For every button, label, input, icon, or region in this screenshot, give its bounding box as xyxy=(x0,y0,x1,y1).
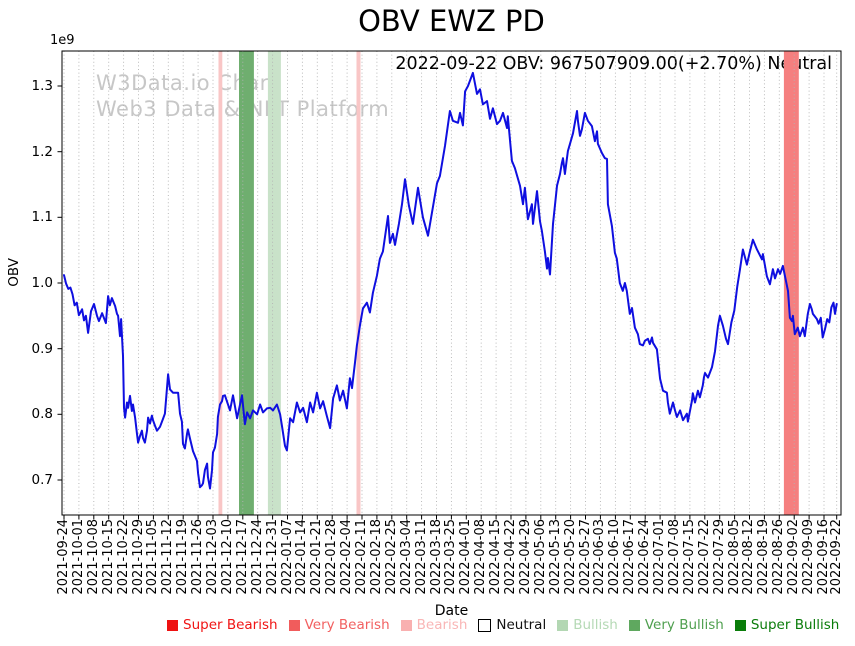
x-tick-label: 2022-05-27 xyxy=(577,519,593,595)
x-tick-label: 2022-07-01 xyxy=(652,519,668,595)
x-tick-label: 2021-12-31 xyxy=(264,519,280,595)
y-tick-label: 0.8 xyxy=(31,406,53,423)
obv-line xyxy=(63,71,838,490)
legend-item-bullish: Bullish xyxy=(557,618,618,633)
chart-title: OBV EWZ PD xyxy=(358,4,545,38)
x-tick-label: 2022-07-22 xyxy=(696,519,712,595)
x-tick-label: 2021-12-24 xyxy=(249,519,265,595)
x-tick-label: 2022-01-28 xyxy=(324,519,340,595)
x-tick-label: 2021-10-08 xyxy=(85,519,101,595)
legend-label: Very Bearish xyxy=(304,617,390,633)
x-tick-label: 2021-12-10 xyxy=(219,519,235,595)
legend-label: Neutral xyxy=(496,617,547,633)
x-tick-label: 2022-08-26 xyxy=(771,519,787,595)
signal-band-bearish xyxy=(356,51,361,515)
legend-item-super-bearish: Super Bearish xyxy=(167,618,278,633)
y-tick-label: 0.9 xyxy=(31,340,53,357)
x-tick-label: 2022-05-13 xyxy=(547,519,563,595)
x-tick-label: 2021-10-01 xyxy=(70,519,86,595)
x-tick-label: 2021-10-29 xyxy=(130,519,146,595)
legend-label: Bearish xyxy=(416,617,468,633)
x-tick-label: 2022-09-02 xyxy=(786,519,802,595)
x-axis-label: Date xyxy=(434,603,469,619)
x-tick-label: 2022-03-11 xyxy=(413,519,429,595)
legend-swatch-icon xyxy=(400,620,412,631)
signal-band-bearish xyxy=(218,51,223,515)
legend-item-neutral: Neutral xyxy=(478,618,546,633)
legend: Super Bearish Very Bearish Bearish Neutral B… xyxy=(167,618,839,633)
x-tick-label: 2022-05-06 xyxy=(532,519,548,595)
legend-item-super-bullish: Super Bullish xyxy=(734,617,840,633)
x-tick-label: 2022-06-03 xyxy=(592,519,608,595)
legend-label: Super Bearish xyxy=(183,617,278,633)
legend-item-very-bearish: Very Bearish xyxy=(288,617,390,633)
x-tick-label: 2022-06-24 xyxy=(637,519,653,595)
legend-swatch-icon xyxy=(628,620,640,631)
y-axis-offset-label: 1e9 xyxy=(50,33,75,48)
x-tick-label: 2021-12-17 xyxy=(234,519,250,595)
x-tick-label: 2022-04-22 xyxy=(503,519,519,595)
legend-swatch-icon xyxy=(167,620,178,631)
x-tick-label: 2021-12-03 xyxy=(205,519,220,595)
x-tick-label: 2021-10-15 xyxy=(100,519,116,595)
x-tick-label: 2022-02-18 xyxy=(368,519,384,595)
x-tick-label: 2021-11-05 xyxy=(145,519,161,595)
legend-swatch-icon xyxy=(288,620,300,631)
x-tick-label: 2022-07-08 xyxy=(666,519,682,595)
x-tick-label: 2022-09-22 xyxy=(828,519,844,595)
y-tick-label: 1.2 xyxy=(31,143,53,160)
x-tick-label: 2021-11-26 xyxy=(190,519,206,595)
x-tick-label: 2022-07-29 xyxy=(711,519,727,595)
x-tick-label: 2022-02-25 xyxy=(383,519,399,595)
x-tick-label: 2021-11-19 xyxy=(175,519,191,595)
legend-swatch-icon xyxy=(557,620,569,631)
signal-band-bullish xyxy=(267,51,281,515)
y-tick-label: 0.7 xyxy=(31,471,53,488)
x-tick-label: 2022-06-10 xyxy=(607,519,623,595)
legend-item-very-bullish: Very Bullish xyxy=(628,617,724,633)
y-tick-label: 1.1 xyxy=(31,209,53,226)
y-tick-label: 1.0 xyxy=(31,275,53,291)
legend-label: Super Bullish xyxy=(750,617,840,633)
x-tick-label: 2022-04-15 xyxy=(488,519,504,595)
x-tick-label: 2022-04-01 xyxy=(458,519,474,595)
legend-swatch-icon xyxy=(734,620,746,631)
x-tick-label: 2022-08-19 xyxy=(756,519,772,595)
x-tick-label: 2021-10-22 xyxy=(115,519,131,595)
x-tick-label: 2022-08-12 xyxy=(741,519,757,595)
legend-label: Bullish xyxy=(573,617,618,633)
x-tick-label: 2022-01-07 xyxy=(279,519,295,595)
x-tick-label: 2022-01-14 xyxy=(294,519,310,595)
x-tick-label: 2021-11-12 xyxy=(160,519,176,595)
x-tick-label: 2022-07-15 xyxy=(681,519,697,595)
x-tick-label: 2022-06-17 xyxy=(622,519,638,595)
x-tick-label: 2022-03-25 xyxy=(443,519,459,595)
x-tick-label: 2022-05-20 xyxy=(562,519,578,595)
plot-border xyxy=(61,50,842,516)
signal-band-very-bearish xyxy=(783,51,799,515)
x-tick-label: 2022-04-08 xyxy=(473,519,489,595)
x-tick-label: 2021-09-24 xyxy=(56,519,71,595)
x-tick-label: 2022-08-05 xyxy=(726,519,742,595)
x-tick-label: 2022-02-04 xyxy=(339,519,355,595)
legend-swatch-icon xyxy=(478,619,492,632)
signal-band-very-bullish xyxy=(239,51,254,515)
x-tick-label: 2022-02-11 xyxy=(354,519,370,595)
x-tick-label: 2022-09-09 xyxy=(801,519,817,595)
chart-subtitle: 2022-09-22 OBV: 967507909.00(+2.70%) Neu… xyxy=(395,54,832,74)
x-tick-label: 2022-03-18 xyxy=(428,519,444,595)
legend-label: Very Bullish xyxy=(644,617,724,633)
x-tick-label: 2022-01-21 xyxy=(309,519,325,595)
y-tick-label: 1.3 xyxy=(31,78,53,94)
x-tick-label: 2022-03-04 xyxy=(398,519,414,595)
x-tick-label: 2022-04-29 xyxy=(517,519,533,595)
legend-item-bearish: Bearish xyxy=(400,617,468,633)
